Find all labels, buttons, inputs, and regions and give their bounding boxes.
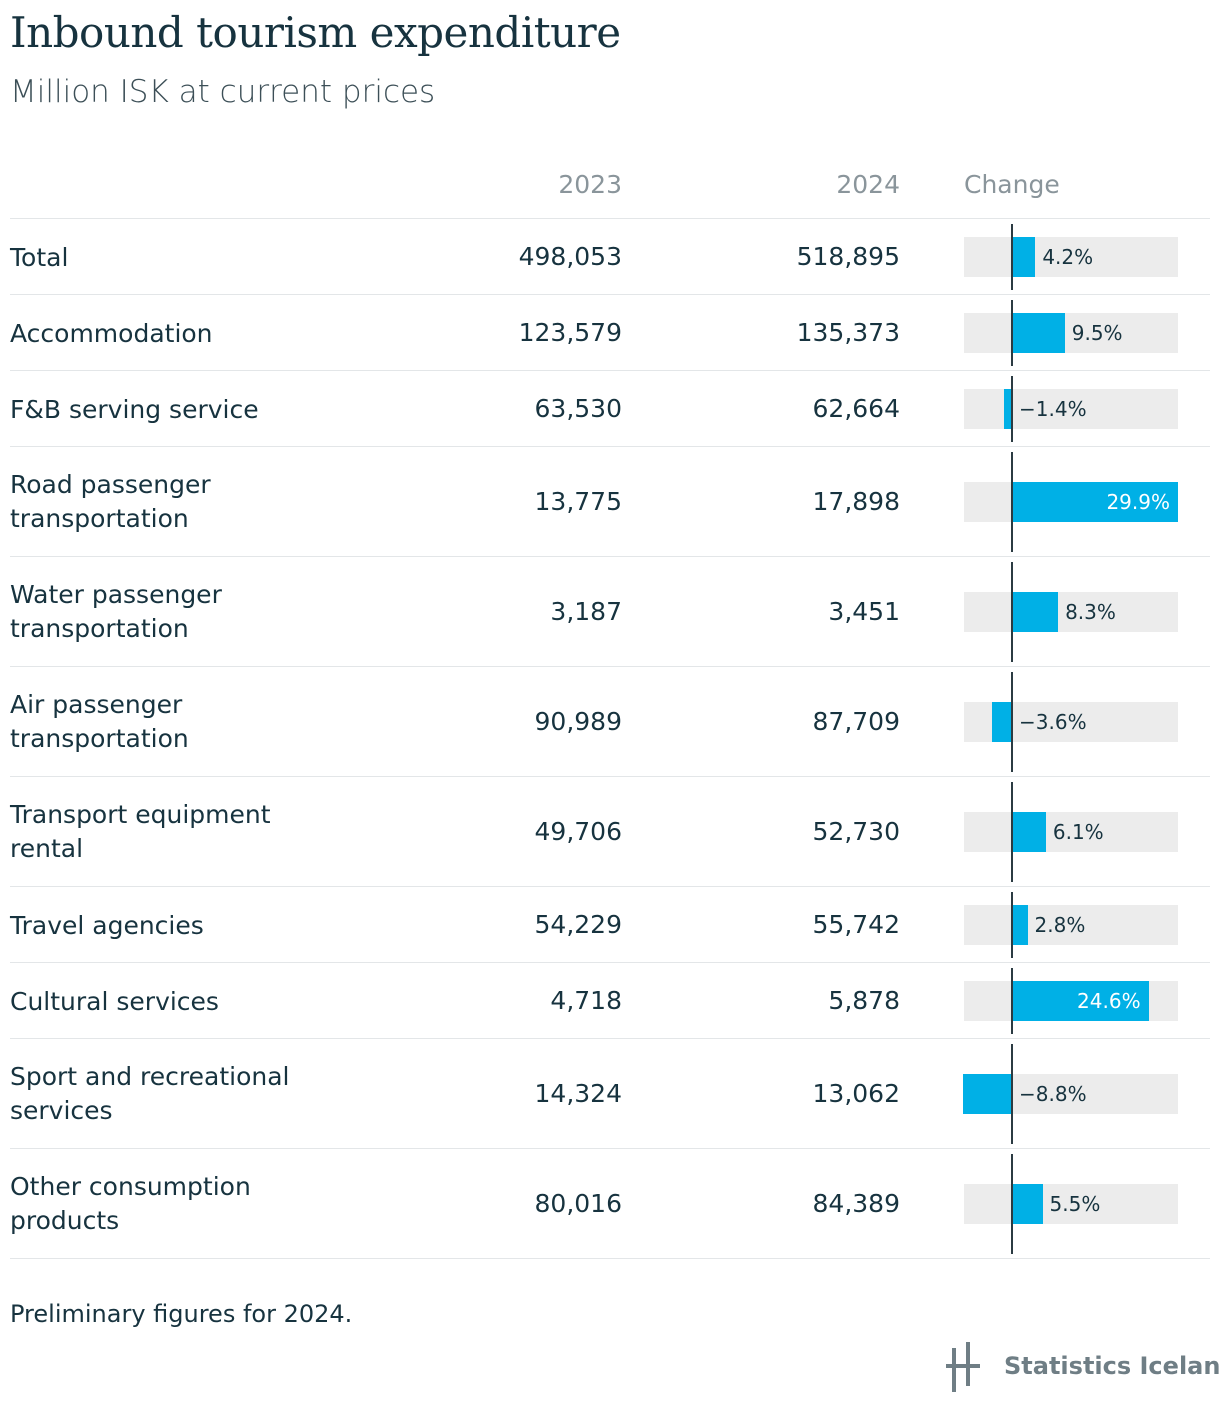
zero-axis-line	[1011, 892, 1013, 958]
row-label: Other consumption products	[10, 1172, 251, 1235]
value-2024: 52,730	[812, 817, 900, 846]
zero-axis-line	[1011, 968, 1013, 1034]
brand-name: Statistics Iceland	[1004, 1352, 1220, 1380]
row-label: Accommodation	[10, 319, 213, 348]
row-divider	[10, 886, 1210, 887]
value-2023: 13,775	[534, 487, 622, 516]
change-bar-track	[964, 389, 1178, 429]
zero-axis-line	[1011, 224, 1013, 290]
value-2023: 4,718	[550, 986, 622, 1015]
change-label: −1.4%	[1019, 397, 1087, 421]
value-2023: 90,989	[534, 707, 622, 736]
column-header-change: Change	[964, 170, 1060, 199]
change-bar-track	[964, 592, 1178, 632]
value-2023: 498,053	[518, 242, 622, 271]
change-label: −8.8%	[1019, 1082, 1087, 1106]
zero-axis-line	[1011, 376, 1013, 442]
value-2023: 123,579	[518, 318, 622, 347]
change-bar-track	[964, 905, 1178, 945]
zero-axis-line	[1011, 452, 1013, 552]
change-bar-track	[964, 313, 1178, 353]
value-2024: 5,878	[828, 986, 900, 1015]
value-2023: 14,324	[534, 1079, 622, 1108]
row-divider	[10, 666, 1210, 667]
row-divider	[10, 776, 1210, 777]
row-divider	[10, 962, 1210, 963]
change-bar	[1012, 905, 1028, 945]
column-header-2023: 2023	[558, 170, 622, 199]
change-bar	[963, 1074, 1012, 1114]
row-label: F&B serving service	[10, 395, 259, 424]
row-label: Cultural services	[10, 987, 219, 1016]
value-2024: 3,451	[828, 597, 900, 626]
value-2024: 135,373	[796, 318, 900, 347]
zero-axis-line	[1011, 1044, 1013, 1144]
change-bar-track	[964, 812, 1178, 852]
change-bar-track	[964, 1184, 1178, 1224]
row-label: Transport equipment rental	[10, 800, 271, 863]
change-label: 2.8%	[1034, 913, 1086, 937]
change-bar	[1012, 237, 1036, 277]
value-2023: 80,016	[534, 1189, 622, 1218]
column-header-2024: 2024	[836, 170, 900, 199]
row-divider	[10, 370, 1210, 371]
change-bar-track	[964, 237, 1178, 277]
row-divider	[10, 1258, 1210, 1259]
change-bar	[1012, 981, 1149, 1021]
change-bar	[1012, 313, 1065, 353]
zero-axis-line	[1011, 672, 1013, 772]
value-2023: 49,706	[534, 817, 622, 846]
value-2023: 54,229	[534, 910, 622, 939]
row-divider	[10, 446, 1210, 447]
change-bar	[1012, 1184, 1043, 1224]
chart-title: Inbound tourism expenditure	[10, 8, 621, 57]
footnote: Preliminary figures for 2024.	[10, 1300, 353, 1328]
change-label: 8.3%	[1065, 600, 1116, 624]
zero-axis-line	[1011, 1154, 1013, 1254]
statistics-iceland-logo: Statistics Iceland	[946, 1342, 1220, 1394]
statistics-iceland-logo-icon	[946, 1342, 980, 1392]
value-2024: 84,389	[812, 1189, 900, 1218]
value-2023: 63,530	[534, 394, 622, 423]
row-divider	[10, 294, 1210, 295]
change-label: 24.6%	[1077, 989, 1141, 1013]
value-2024: 87,709	[812, 707, 900, 736]
value-2023: 3,187	[550, 597, 622, 626]
row-label: Air passenger transportation	[10, 690, 189, 753]
row-label: Road passenger transportation	[10, 470, 211, 533]
value-2024: 518,895	[796, 242, 900, 271]
zero-axis-line	[1011, 562, 1013, 662]
row-label: Travel agencies	[10, 911, 204, 940]
change-label: 29.9%	[1106, 490, 1170, 514]
change-bar	[1004, 389, 1012, 429]
change-label: 9.5%	[1071, 321, 1123, 345]
change-label: −3.6%	[1019, 710, 1087, 734]
change-bar	[1012, 592, 1059, 632]
zero-axis-line	[1011, 300, 1013, 366]
row-label: Total	[10, 243, 69, 272]
row-divider	[10, 1148, 1210, 1149]
change-label: 6.1%	[1052, 820, 1104, 844]
change-bar	[992, 702, 1012, 742]
row-divider	[10, 1038, 1210, 1039]
chart-subtitle: Million ISK at current prices	[10, 74, 436, 110]
change-bar	[1012, 812, 1046, 852]
change-bar	[1012, 482, 1178, 522]
value-2024: 13,062	[812, 1079, 900, 1108]
zero-axis-line	[1011, 782, 1013, 882]
value-2024: 55,742	[812, 910, 900, 939]
value-2024: 62,664	[812, 394, 900, 423]
change-label: 5.5%	[1049, 1192, 1101, 1216]
row-label: Sport and recreational services	[10, 1062, 290, 1125]
row-divider	[10, 556, 1210, 557]
header-divider	[10, 218, 1210, 219]
value-2024: 17,898	[812, 487, 900, 516]
change-label: 4.2%	[1042, 245, 1094, 269]
row-label: Water passenger transportation	[10, 580, 222, 643]
